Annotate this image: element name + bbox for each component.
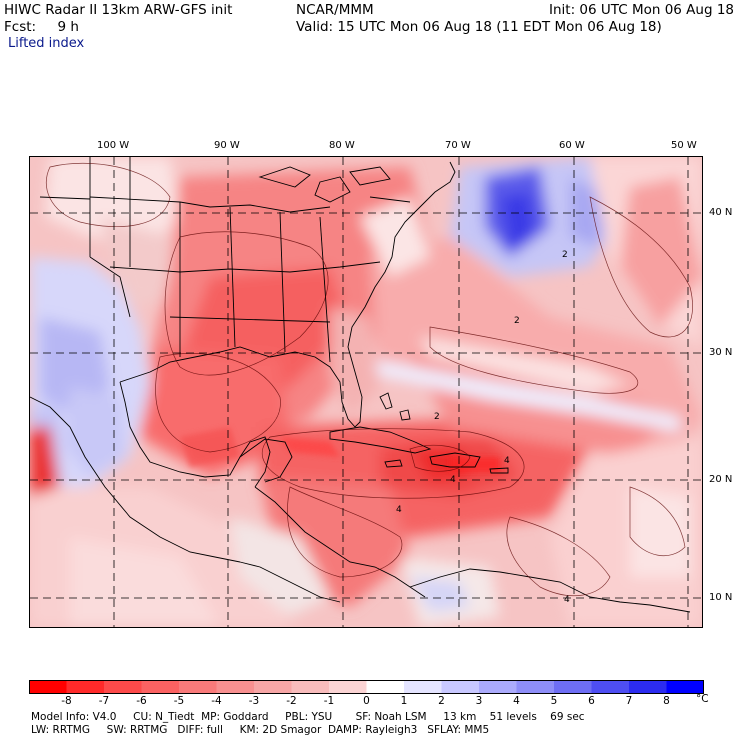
shading-layer xyxy=(30,157,702,627)
colorbar-swatch xyxy=(629,680,667,694)
contour-label: 4 xyxy=(504,456,510,466)
colorbar-swatch xyxy=(104,680,142,694)
colorbar-tick-label: 7 xyxy=(625,695,633,707)
colorbar-tick-label: 0 xyxy=(363,695,370,707)
contour-label: 4 xyxy=(396,505,402,515)
colorbar-tick-label: -1 xyxy=(323,695,335,707)
lat-label-20n: 20 N xyxy=(709,474,733,485)
contour-label: 4 xyxy=(450,475,456,485)
lon-label-100w: 100 W xyxy=(97,140,130,151)
coastlines-and-borders xyxy=(30,157,691,613)
contour-value-labels: 2 2 2 4 4 4 4 xyxy=(396,250,570,605)
model-info-line1: Model Info: V4.0 CU: N_Tiedt MP: Goddard… xyxy=(31,711,585,723)
contour-label: 4 xyxy=(564,595,570,605)
colorbar-tick-label: -2 xyxy=(286,695,297,707)
colorbar-swatch xyxy=(29,680,67,694)
colorbar-tick-label: -4 xyxy=(211,695,222,707)
colorbar-tick-label: -7 xyxy=(98,695,110,707)
lat-label-10n: 10 N xyxy=(709,592,733,603)
colorbar-unit: °C xyxy=(696,693,709,705)
colorbar xyxy=(29,680,704,694)
colorbar-swatch xyxy=(366,680,405,694)
lon-label-50w: 50 W xyxy=(671,140,697,151)
lon-label-70w: 70 W xyxy=(445,140,471,151)
lon-label-90w: 90 W xyxy=(214,140,240,151)
colorbar-swatch xyxy=(479,680,517,694)
colorbar-tick-label: 1 xyxy=(400,695,408,707)
contour-lines xyxy=(45,162,693,597)
colorbar-swatch xyxy=(441,680,480,694)
colorbar-tick-label: 2 xyxy=(438,695,445,707)
forecast-hour: 9 h xyxy=(57,19,79,35)
colorbar-swatch xyxy=(254,680,292,694)
lat-label-40n: 40 N xyxy=(709,207,733,218)
colorbar-swatch xyxy=(516,680,555,694)
header-left: HIWC Radar II 13km ARW-GFS init Fcst: 9 … xyxy=(4,2,232,36)
colorbar-swatch xyxy=(216,680,255,694)
field-label: Lifted index xyxy=(8,36,85,51)
colorbar-tick-label: 3 xyxy=(475,695,483,707)
forecast-label: Fcst: xyxy=(4,19,37,35)
model-info-line2: LW: RRTMG SW: RRTMG DIFF: full KM: 2D Sm… xyxy=(31,724,490,736)
valid-time: Valid: 15 UTC Mon 06 Aug 18 (11 EDT Mon … xyxy=(296,19,662,35)
header-right: Init: 06 UTC Mon 06 Aug 18 xyxy=(549,2,734,19)
colorbar-swatch xyxy=(666,680,704,694)
organization: NCAR/MMM xyxy=(296,2,374,18)
colorbar-swatch xyxy=(329,680,367,694)
colorbar-tick-label: -3 xyxy=(248,695,260,707)
colorbar-swatch xyxy=(591,680,630,694)
header-center: NCAR/MMM xyxy=(296,2,374,19)
colorbar-border xyxy=(29,680,704,694)
colorbar-tick-label: 5 xyxy=(550,695,558,707)
lon-label-80w: 80 W xyxy=(329,140,355,151)
lat-label-30n: 30 N xyxy=(709,347,733,358)
contour-label: 2 xyxy=(514,316,520,326)
colorbar-swatch xyxy=(66,680,105,694)
colorbar-swatch xyxy=(141,680,180,694)
model-title: HIWC Radar II 13km ARW-GFS init xyxy=(4,2,233,18)
colorbar-tick-label: -5 xyxy=(173,695,185,707)
init-time: Init: 06 UTC Mon 06 Aug 18 xyxy=(549,2,734,18)
colorbar-tick-label: 4 xyxy=(513,695,520,707)
colorbar-swatch xyxy=(404,680,442,694)
lon-label-60w: 60 W xyxy=(559,140,585,151)
lifted-index-map: 2 2 2 4 4 4 4 xyxy=(29,156,703,628)
contour-label: 2 xyxy=(562,250,568,260)
colorbar-swatch xyxy=(291,680,330,694)
lat-lon-grid xyxy=(30,157,702,627)
colorbar-swatch xyxy=(554,680,592,694)
colorbar-swatch xyxy=(179,680,217,694)
colorbar-tick-label: 6 xyxy=(588,695,595,707)
colorbar-tick-label: -6 xyxy=(136,695,147,707)
colorbar-tick-label: -8 xyxy=(61,695,72,707)
contour-label: 2 xyxy=(434,412,440,422)
colorbar-tick-label: 8 xyxy=(663,695,670,707)
